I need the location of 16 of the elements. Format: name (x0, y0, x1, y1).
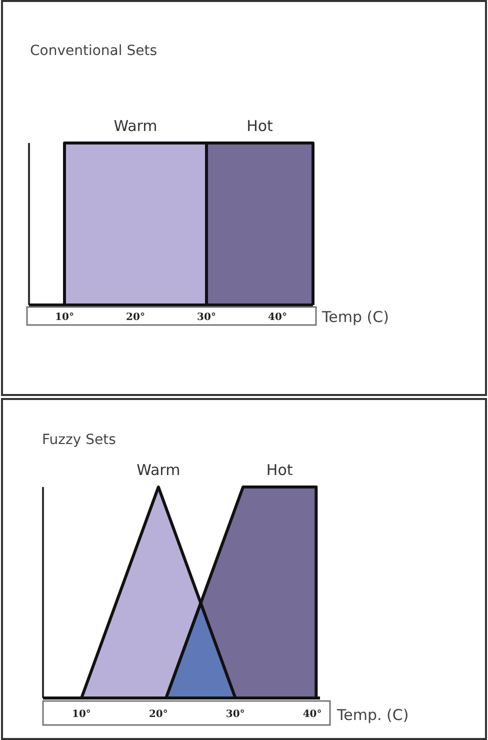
x-tick-label: 20° (148, 709, 168, 720)
x-axis-title: Temp. (C) (336, 706, 409, 724)
x-tick-label: 10° (55, 312, 74, 323)
x-axis-title: Temp (C) (321, 308, 389, 326)
series-label: Warm (136, 461, 180, 479)
chart-title: Fuzzy Sets (42, 432, 116, 448)
x-tick-label: 40° (268, 312, 287, 323)
x-tick-label: 20° (126, 312, 145, 323)
chart-title: Conventional Sets (30, 43, 158, 59)
x-tick-label: 10° (72, 709, 91, 720)
series-label: Hot (266, 461, 293, 479)
series-label: Hot (246, 117, 274, 135)
x-tick-label: 30° (197, 312, 216, 323)
x-tick-label: 40° (302, 709, 322, 720)
series-label: Warm (114, 117, 158, 135)
x-tick-label: 30° (226, 709, 245, 720)
